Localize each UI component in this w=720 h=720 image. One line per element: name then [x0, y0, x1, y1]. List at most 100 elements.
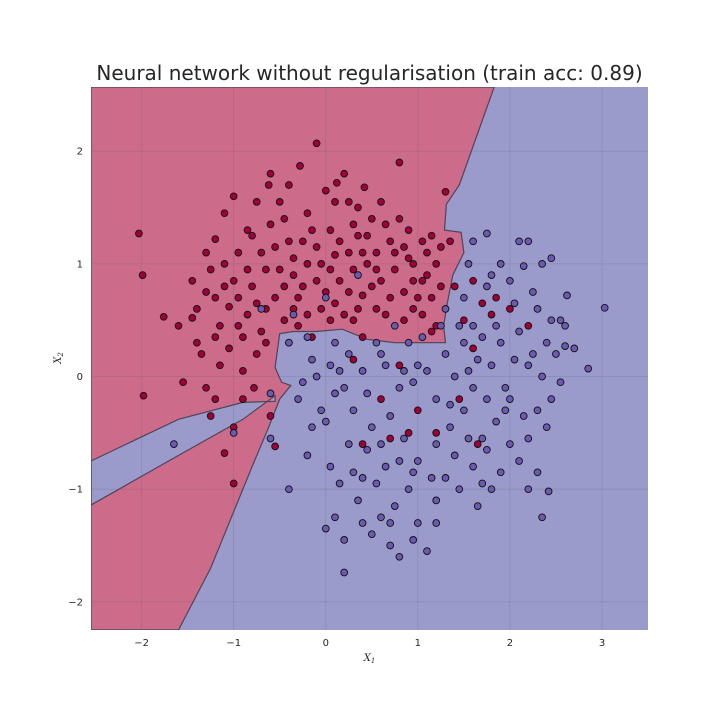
class-0-point	[395, 158, 404, 167]
class-0-point	[239, 367, 247, 375]
class-0-point	[400, 316, 408, 325]
class-1-point	[326, 361, 335, 370]
class-0-point	[211, 293, 220, 302]
class-1-decision-wedge	[91, 395, 276, 505]
class-1-point	[395, 383, 404, 392]
y-axis-label-main: X	[53, 356, 64, 365]
class-0-point	[312, 276, 321, 285]
class-1-point	[404, 338, 413, 347]
class-0-point	[202, 248, 210, 257]
class-0-point	[197, 350, 206, 358]
class-1-point	[542, 338, 551, 347]
class-1-point	[437, 321, 445, 330]
class-0-point	[349, 316, 358, 325]
class-0-point	[243, 226, 252, 234]
class-1-point	[544, 487, 553, 496]
class-0-point	[252, 350, 261, 358]
class-0-point	[317, 260, 326, 268]
class-0-point	[395, 361, 404, 370]
class-0-point	[390, 265, 399, 274]
class-1-point	[487, 271, 496, 279]
class-0-point	[280, 214, 289, 223]
class-1-point	[506, 276, 514, 285]
class-1-point	[432, 519, 441, 527]
class-0-point	[395, 214, 404, 223]
class-1-point	[298, 378, 307, 387]
data-points	[135, 139, 609, 577]
class-1-point	[372, 338, 381, 347]
decision-boundary	[91, 87, 495, 630]
class-1-point	[331, 513, 339, 522]
class-1-point	[515, 327, 523, 336]
class-0-point	[349, 220, 358, 229]
class-1-point	[441, 305, 450, 313]
class-0-point	[220, 260, 229, 268]
class-1-point	[381, 361, 390, 370]
class-1-point	[524, 361, 533, 370]
class-0-point	[296, 162, 304, 170]
class-0-point	[437, 282, 445, 291]
class-1-point	[377, 350, 385, 358]
class-1-point	[524, 237, 533, 246]
class-0-point	[211, 333, 220, 341]
class-0-decision-region	[91, 87, 495, 630]
class-0-point	[409, 276, 418, 285]
class-1-point	[358, 474, 367, 482]
class-1-point	[538, 260, 546, 268]
class-1-point	[506, 440, 514, 448]
class-1-point	[441, 474, 450, 482]
class-1-point	[386, 412, 395, 420]
class-1-point	[483, 395, 491, 403]
class-1-point	[344, 350, 353, 358]
x-axis-ticks: −2 −1 0 1 2 3	[134, 638, 605, 649]
y-tick-label: −2	[68, 597, 83, 608]
class-1-point	[561, 342, 569, 350]
class-0-point	[234, 321, 243, 330]
class-1-point	[400, 434, 408, 443]
class-1-point	[335, 479, 344, 488]
class-1-point	[538, 372, 546, 381]
class-1-point	[455, 321, 464, 330]
class-1-point	[492, 417, 500, 426]
class-0-point	[372, 265, 381, 274]
class-0-point	[262, 338, 270, 347]
class-1-point	[515, 457, 523, 465]
class-0-point	[271, 243, 279, 251]
x-axis-label-main: X	[363, 653, 372, 664]
y-axis-label: X2	[53, 352, 65, 365]
class-0-point	[367, 214, 376, 223]
class-0-point	[321, 186, 330, 195]
class-1-point	[446, 400, 454, 409]
class-1-point	[372, 479, 381, 488]
class-1-point	[460, 293, 468, 302]
class-0-point	[229, 192, 238, 201]
class-1-point	[308, 423, 316, 432]
class-0-point	[400, 243, 408, 251]
class-1-point	[285, 485, 293, 494]
class-0-point	[340, 310, 349, 319]
class-1-point	[478, 434, 487, 443]
y-tick-label: 0	[77, 372, 83, 383]
class-0-point	[216, 321, 224, 330]
class-1-point	[285, 338, 293, 347]
class-0-point	[377, 276, 385, 285]
class-1-point	[321, 417, 330, 426]
class-0-point	[326, 316, 335, 325]
class-1-point	[266, 389, 275, 398]
class-0-point	[234, 293, 243, 302]
class-0-point	[229, 479, 238, 488]
class-0-point	[225, 302, 233, 311]
y-tick-label: 2	[77, 147, 83, 158]
class-1-point	[404, 485, 413, 494]
class-1-point	[413, 361, 422, 370]
class-0-point	[446, 237, 454, 246]
class-1-point	[423, 367, 431, 375]
class-0-point	[492, 293, 500, 302]
class-1-point	[446, 423, 454, 432]
class-0-point	[377, 395, 385, 403]
class-0-point	[298, 237, 307, 246]
class-1-point	[510, 355, 519, 364]
class-0-point	[335, 237, 344, 246]
class-0-point	[386, 293, 395, 302]
class-0-point	[220, 282, 229, 291]
